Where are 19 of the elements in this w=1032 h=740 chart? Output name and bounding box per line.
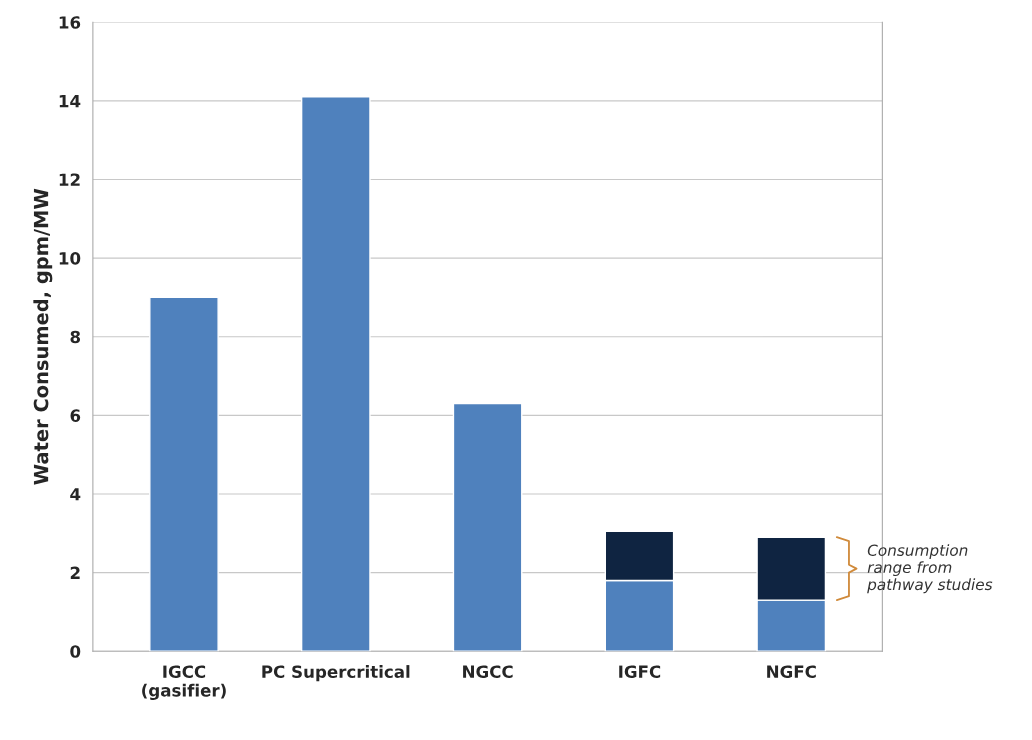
bar <box>300 96 371 652</box>
y-tick-label: 12 <box>59 173 80 186</box>
y-tick-label: 8 <box>70 330 81 344</box>
x-tick-label: IGCC (gasifier) <box>142 665 226 701</box>
bar <box>149 296 219 652</box>
y-tick-label: 4 <box>70 488 81 501</box>
bar <box>452 402 523 652</box>
x-tick-label: NGFC <box>767 665 816 678</box>
x-tick-label: PC Supercritical <box>262 665 410 682</box>
x-tick-label: IGFC <box>619 665 661 678</box>
y-tick-label: 6 <box>70 409 81 422</box>
y-tick-label: 2 <box>70 566 80 579</box>
annotation: Consumption range from pathway studies <box>867 544 993 594</box>
y-tick-label: 14 <box>59 95 81 108</box>
y-tick-label: 16 <box>59 16 81 29</box>
y-tick-label: 0 <box>70 645 81 658</box>
x-tick-label: NGCC <box>463 665 513 678</box>
y-axis-title: Water Consumed, gpm/MW <box>33 188 53 485</box>
y-tick-label: 10 <box>59 252 81 265</box>
